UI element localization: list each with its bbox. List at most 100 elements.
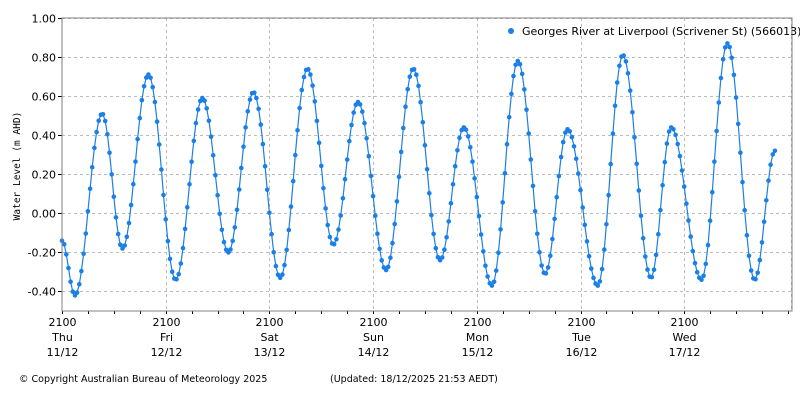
data-point xyxy=(398,149,404,155)
data-point xyxy=(161,192,166,198)
x-tick-label: Wed xyxy=(673,331,697,344)
data-point xyxy=(424,167,430,172)
data-point xyxy=(768,162,773,167)
data-point xyxy=(165,238,171,244)
data-point xyxy=(679,168,685,173)
data-point xyxy=(169,269,175,275)
data-point xyxy=(396,174,402,180)
data-point xyxy=(452,163,458,169)
data-point xyxy=(738,150,743,155)
data-point xyxy=(489,283,495,288)
x-tick-label: 14/12 xyxy=(358,346,390,359)
data-point xyxy=(260,141,266,147)
data-point xyxy=(632,134,637,140)
data-point xyxy=(485,274,490,279)
data-point xyxy=(325,222,331,228)
data-point xyxy=(653,252,659,258)
data-point xyxy=(349,122,354,128)
data-point xyxy=(150,84,155,90)
data-point xyxy=(87,186,93,192)
data-point xyxy=(379,258,385,263)
x-tick-label: Sat xyxy=(260,331,279,344)
data-point xyxy=(269,231,274,237)
data-point xyxy=(748,268,754,273)
data-point xyxy=(714,128,719,134)
data-point xyxy=(126,220,132,226)
data-point xyxy=(535,231,540,237)
data-point xyxy=(645,267,650,272)
data-point xyxy=(686,218,691,223)
data-point xyxy=(614,80,620,85)
data-point xyxy=(297,105,302,111)
data-point xyxy=(599,266,605,272)
data-point xyxy=(262,164,268,169)
data-point xyxy=(554,194,559,200)
y-tick-label: -0.40 xyxy=(28,286,56,299)
data-point xyxy=(377,246,382,252)
data-point xyxy=(597,279,603,284)
data-point xyxy=(664,141,670,146)
data-point xyxy=(731,72,737,78)
data-point xyxy=(509,91,514,97)
data-point xyxy=(102,118,108,124)
data-point xyxy=(457,135,462,141)
data-point xyxy=(617,63,622,69)
data-point xyxy=(236,187,242,192)
data-point xyxy=(651,267,657,273)
data-point xyxy=(89,164,95,170)
data-point xyxy=(515,58,521,64)
data-point xyxy=(118,242,123,248)
data-point xyxy=(245,109,251,114)
data-point xyxy=(267,210,272,216)
data-point xyxy=(290,178,296,184)
data-point xyxy=(109,172,114,177)
data-point xyxy=(744,233,750,238)
data-point xyxy=(392,221,398,227)
data-point xyxy=(390,240,395,246)
data-point xyxy=(416,83,421,89)
data-point xyxy=(243,125,248,130)
data-point xyxy=(701,273,706,279)
data-point xyxy=(193,120,199,126)
data-point xyxy=(450,182,456,187)
data-point xyxy=(576,171,581,176)
data-point xyxy=(439,255,445,260)
data-point xyxy=(755,270,760,276)
data-point xyxy=(234,207,240,213)
data-point xyxy=(431,231,436,237)
x-tick-label: 2100 xyxy=(153,316,181,329)
data-point xyxy=(403,104,408,109)
data-point xyxy=(314,118,320,124)
data-point xyxy=(526,131,531,136)
data-point xyxy=(357,102,363,107)
x-tick-label: 15/12 xyxy=(462,346,494,359)
data-point xyxy=(232,225,238,230)
data-point xyxy=(394,199,400,204)
data-point xyxy=(517,62,523,67)
data-point xyxy=(636,188,642,193)
data-point xyxy=(699,277,704,283)
data-point xyxy=(671,127,676,132)
data-point xyxy=(422,142,428,148)
data-point xyxy=(133,159,138,164)
data-point xyxy=(584,239,590,244)
y-tick-label: 0.80 xyxy=(32,52,57,65)
x-tick-label: Fri xyxy=(160,331,173,344)
data-point xyxy=(500,200,506,205)
data-point xyxy=(720,56,726,62)
data-point xyxy=(141,84,147,89)
updated-timestamp: (Updated: 18/12/2025 21:53 AEDT) xyxy=(330,374,498,385)
data-point xyxy=(182,226,188,232)
data-point xyxy=(385,264,391,270)
data-point xyxy=(228,247,233,252)
data-point xyxy=(465,134,471,139)
data-point xyxy=(491,279,497,285)
data-point xyxy=(115,231,121,237)
data-point xyxy=(690,248,696,254)
data-point xyxy=(498,227,503,232)
data-point xyxy=(107,150,112,155)
data-point xyxy=(506,114,512,120)
data-point xyxy=(532,208,538,214)
data-point xyxy=(152,99,158,105)
data-point xyxy=(301,74,307,80)
